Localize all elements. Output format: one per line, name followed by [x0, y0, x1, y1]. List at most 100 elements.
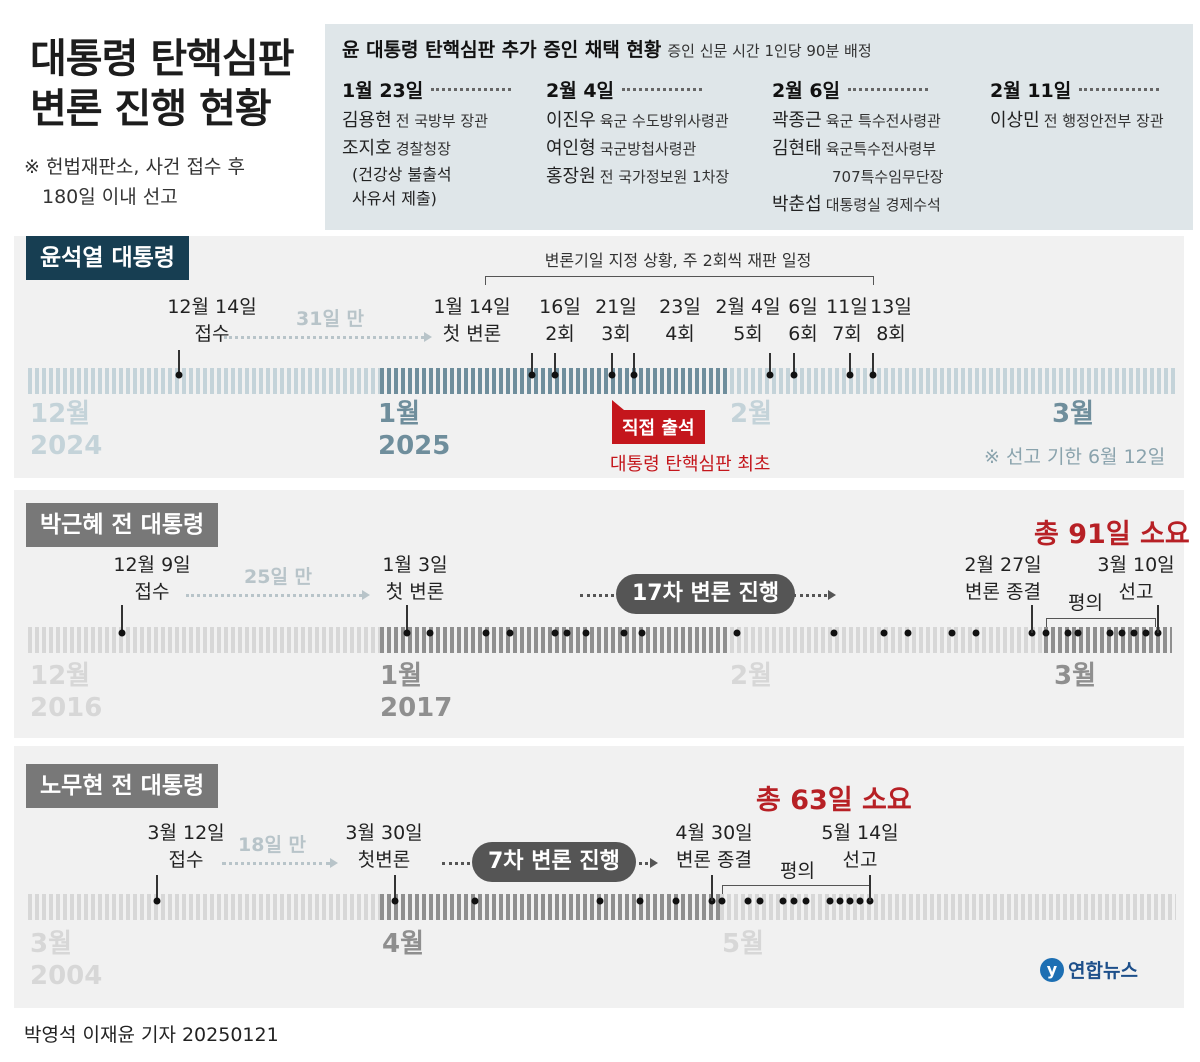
timeline-dot	[528, 371, 536, 379]
closing-event: 4월 30일 변론 종결	[675, 820, 752, 874]
witness-date-row: 2월 6일	[772, 76, 943, 103]
event-date: 21일	[595, 296, 637, 318]
witness-date-row: 2월 11일	[990, 76, 1164, 103]
timeline-dot	[1028, 629, 1036, 637]
event-date: 3월 30일	[345, 822, 423, 844]
event-desc: 첫변론	[357, 849, 411, 871]
timeline-dot	[826, 897, 834, 905]
timeline-dot	[733, 629, 741, 637]
timeline-dot	[790, 371, 798, 379]
title-note: ※ 헌법재판소, 사건 접수 후 180일 이내 선고	[24, 156, 245, 208]
event-date: 12월 14일	[167, 296, 257, 318]
timeline-strip	[720, 894, 1176, 920]
witness-item: 707특수임무단장	[772, 163, 943, 191]
yoon-section-label: 윤석열 대통령	[26, 236, 189, 280]
timeline-dot	[638, 629, 646, 637]
pill-dots-right	[793, 594, 827, 597]
witness-item: 여인형 국군방첩사령관	[546, 135, 729, 163]
park-hearings-pill: 17차 변론 진행	[616, 574, 796, 614]
witness-group: 2월 4일 이진우 육군 수도방위사령관 여인형 국군방첩사령관 홍장원 전 국가정보원 1…	[546, 76, 729, 191]
park-total: 총 91일 소요	[1034, 519, 1190, 550]
dotted-leader	[622, 88, 703, 91]
event-stem	[554, 353, 556, 375]
month-label: 3월 2004	[30, 928, 102, 992]
timeline-dot	[869, 371, 877, 379]
timeline-dot	[830, 629, 838, 637]
month-name: 4월	[382, 929, 425, 959]
pill-dots-right	[632, 862, 648, 865]
arrowhead-icon	[362, 590, 370, 600]
hearing-event: 2월 4일 5회	[715, 294, 780, 348]
hearing-event: 1월 14일 첫 변론	[433, 294, 510, 348]
month-name: 2월	[730, 399, 773, 429]
month-name: 12월	[30, 399, 91, 429]
month-name: 5월	[722, 929, 765, 959]
timeline-dot	[766, 371, 774, 379]
timeline-dot	[779, 897, 787, 905]
pill-dots-left	[442, 862, 470, 865]
timeline-dot	[836, 897, 844, 905]
month-name: 3월	[1052, 399, 1095, 429]
witness-name: 조지호	[342, 138, 392, 159]
event-date: 3월 10일	[1097, 554, 1175, 576]
timeline-dot	[563, 629, 571, 637]
roh-total: 총 63일 소요	[756, 785, 912, 816]
timeline-dot	[846, 371, 854, 379]
witness-role: 육군 수도방위사령관	[599, 112, 729, 130]
event-stem	[793, 353, 795, 375]
witness-name: 사유서 제출)	[352, 189, 437, 208]
witness-name: 홍장원	[546, 166, 596, 187]
witness-name: 박춘섭	[772, 194, 822, 215]
timeline-strip	[28, 894, 380, 920]
callout-note: 대통령 탄핵심판 최초	[610, 454, 771, 475]
credit: 박영석 이재윤 기자 20250121	[24, 1024, 279, 1046]
timeline-dot	[866, 897, 874, 905]
timeline-dot	[972, 629, 980, 637]
witness-date: 2월 11일	[990, 80, 1072, 102]
event-stem	[611, 353, 613, 375]
witness-date-row: 2월 4일	[546, 76, 729, 103]
timeline-dot	[551, 371, 559, 379]
witness-group: 1월 23일 김용현 전 국방부 장관 조지호 경찰청장 (건강상 불출석 사유서 제출)	[342, 76, 512, 211]
witness-role: 전 행정안전부 장관	[1043, 112, 1164, 130]
event-desc: 접수	[168, 849, 204, 871]
roh-hearings-pill: 7차 변론 진행	[472, 842, 636, 882]
timeline-dot	[1142, 629, 1150, 637]
month-label: 3월	[1054, 660, 1096, 692]
witness-item: 곽종근 육군 특수전사령관	[772, 107, 943, 135]
receipt-event: 12월 14일 접수	[167, 294, 256, 348]
timeline-dot	[482, 629, 490, 637]
timeline-dot	[718, 897, 726, 905]
gap-arrow	[224, 336, 424, 339]
event-date: 1월 14일	[433, 296, 511, 318]
event-desc: 접수	[134, 581, 170, 603]
gap-label: 18일 만	[238, 834, 307, 856]
hearing-bracket	[485, 276, 874, 285]
witness-role: 국군방첩사령관	[599, 140, 697, 158]
arrowhead-icon	[650, 858, 658, 868]
event-date: 2월 4일	[715, 296, 781, 318]
event-desc: 5회	[733, 323, 763, 345]
month-label: 1월 2025	[378, 398, 450, 462]
event-desc: 변론 종결	[676, 849, 752, 871]
event-date: 3월 12일	[147, 822, 225, 844]
timeline-dot	[596, 897, 604, 905]
month-year: 2017	[380, 693, 453, 723]
timeline-dot	[672, 897, 680, 905]
timeline-dot	[1042, 629, 1050, 637]
event-stem	[633, 353, 635, 375]
month-name: 2월	[730, 661, 773, 691]
timeline-dot	[506, 629, 514, 637]
witness-item: 사유서 제출)	[342, 187, 511, 211]
timeline-dot	[1130, 629, 1138, 637]
witness-date: 1월 23일	[342, 80, 424, 102]
first-hearing-event: 1월 3일 첫 변론	[382, 552, 447, 606]
timeline-dot	[846, 897, 854, 905]
timeline-dot	[948, 629, 956, 637]
event-date: 13일	[870, 296, 912, 318]
witness-role: 대통령실 경제수석	[825, 196, 941, 214]
month-label: 5월	[722, 928, 764, 960]
timeline-dot	[471, 897, 479, 905]
timeline-dot	[403, 629, 411, 637]
timeline-dot	[708, 897, 716, 905]
